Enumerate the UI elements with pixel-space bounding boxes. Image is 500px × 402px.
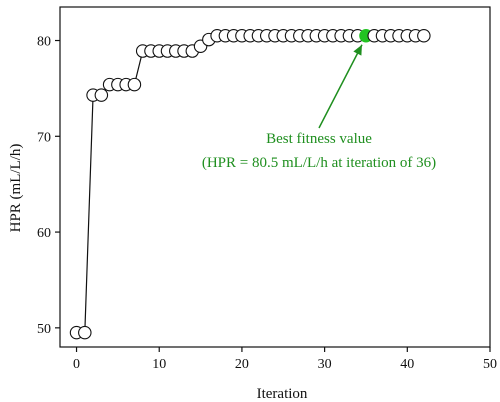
x-tick-label: 30	[318, 357, 332, 372]
data-point	[94, 88, 109, 102]
y-tick-label: 80	[37, 35, 51, 50]
x-tick-label: 0	[73, 357, 80, 372]
data-point	[127, 77, 142, 92]
y-tick-label: 60	[37, 226, 51, 241]
plot-frame	[59, 6, 491, 348]
x-tick-label: 50	[483, 357, 497, 372]
y-axis-label: HPR (mL/L/h)	[8, 144, 24, 233]
annotation-arrow-head	[353, 44, 362, 56]
x-tick-label: 40	[400, 357, 414, 372]
y-tick-label: 50	[37, 322, 51, 337]
annotation-line-1: Best fitness value	[266, 131, 372, 147]
annotation-arrow-line	[318, 44, 363, 129]
y-tick-label: 70	[37, 130, 51, 145]
plot-area	[69, 28, 431, 340]
x-axis-label: Iteration	[257, 386, 308, 402]
x-tick-label: 10	[152, 357, 166, 372]
axes: 0 10 20 30 40 50 50 60 70 80	[37, 6, 497, 372]
annotation-line-2: (HPR = 80.5 mL/L/h at iteration of 36)	[202, 155, 436, 171]
data-point	[78, 325, 92, 340]
x-tick-label: 20	[235, 357, 249, 372]
data-point	[417, 28, 431, 43]
